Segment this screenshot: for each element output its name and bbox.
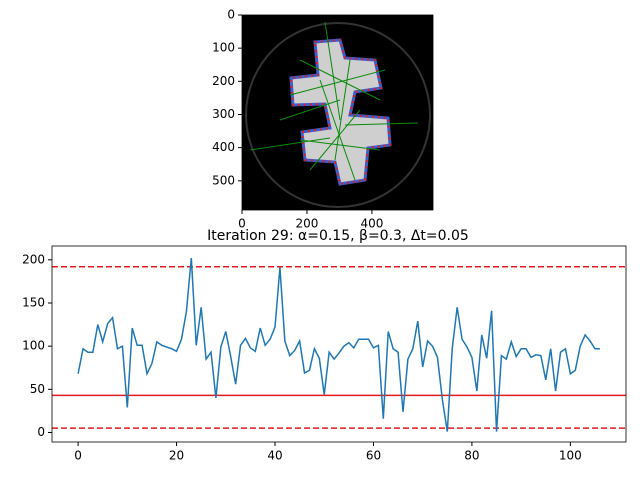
- y-tick-label: 100: [212, 41, 235, 55]
- y-tick-label: 0: [227, 8, 235, 22]
- x-tick-label: 0: [238, 217, 246, 231]
- x-tick-label: 80: [464, 449, 479, 463]
- y-tick-label: 200: [22, 252, 45, 266]
- y-tick-label: 400: [212, 140, 235, 154]
- flow-arrows: [249, 21, 419, 181]
- contour-points: [289, 38, 392, 186]
- y-tick-label: 150: [22, 295, 45, 309]
- y-tick-label: 50: [30, 382, 45, 396]
- x-tick-label: 400: [360, 217, 383, 231]
- data-line: [77, 258, 600, 432]
- y-tick-label: 0: [37, 425, 45, 439]
- axes-frame: [51, 245, 627, 443]
- y-tick-label: 500: [212, 173, 235, 187]
- x-tick-label: 0: [74, 449, 82, 463]
- x-tick-label: 20: [169, 449, 184, 463]
- y-tick-label: 300: [212, 107, 235, 121]
- chart-title: Iteration 29: α=0.15, β=0.3, Δt=0.05: [207, 228, 469, 244]
- axes-frame: [241, 14, 434, 211]
- x-tick-label: 100: [559, 449, 582, 463]
- image-content: [242, 15, 433, 210]
- y-tick-label: 200: [212, 74, 235, 88]
- image-ring: [245, 22, 431, 208]
- x-tick-label: 200: [296, 217, 319, 231]
- y-tick-label: 100: [22, 339, 45, 353]
- x-tick-label: 60: [366, 449, 381, 463]
- x-tick-label: 40: [267, 449, 282, 463]
